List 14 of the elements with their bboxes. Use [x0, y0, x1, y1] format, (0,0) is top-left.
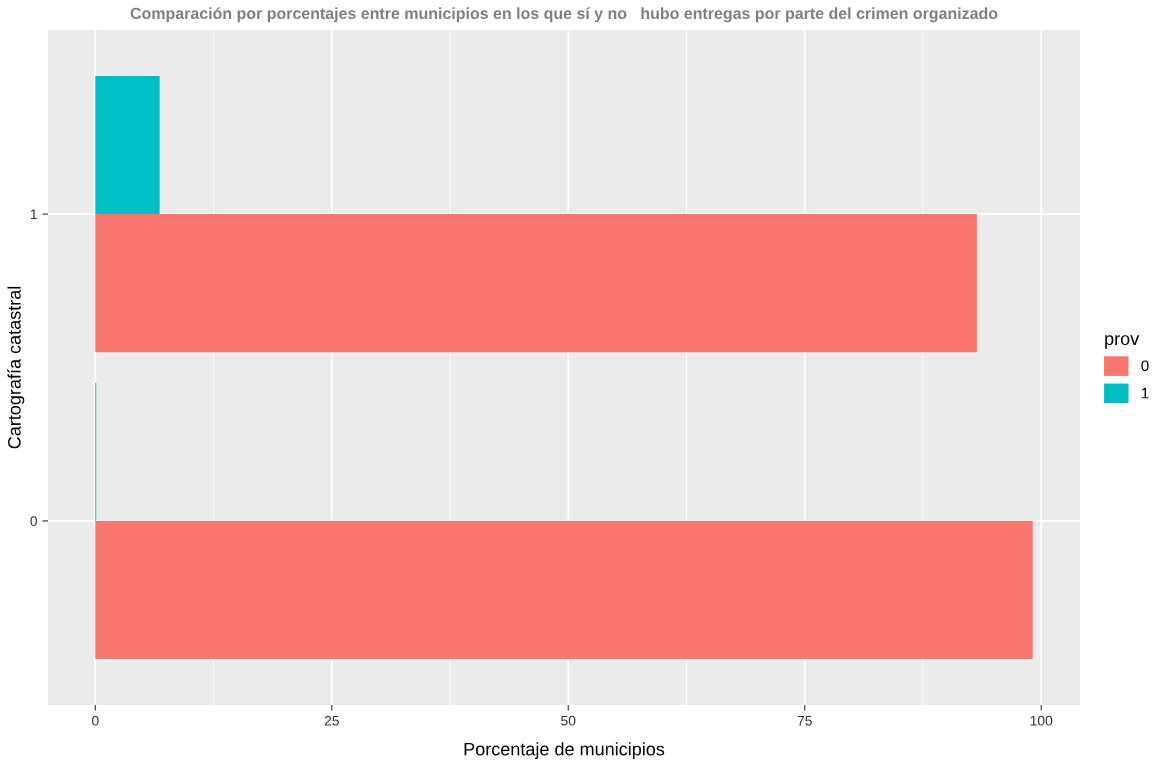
x-tick-label: 100: [1030, 715, 1053, 726]
x-tick-label: 25: [324, 715, 339, 726]
legend-label: 0: [1141, 360, 1149, 372]
x-tick-label: 0: [91, 715, 99, 726]
bar: [95, 520, 1033, 659]
chart-title: Comparación por porcentajes entre municipios en los que sí y no hubo entregas por parte del crimen organizado: [130, 7, 998, 23]
bar: [95, 214, 977, 353]
legend-title: prov: [1105, 335, 1140, 349]
x-tick-label: 50: [561, 715, 576, 726]
x-tick-label: 75: [797, 715, 812, 726]
bar: [95, 76, 160, 215]
x-axis-title: Porcentaje de municipios: [464, 742, 665, 760]
legend-label: 1: [1141, 387, 1149, 399]
y-axis-title: Cartografía catastral: [7, 286, 25, 449]
